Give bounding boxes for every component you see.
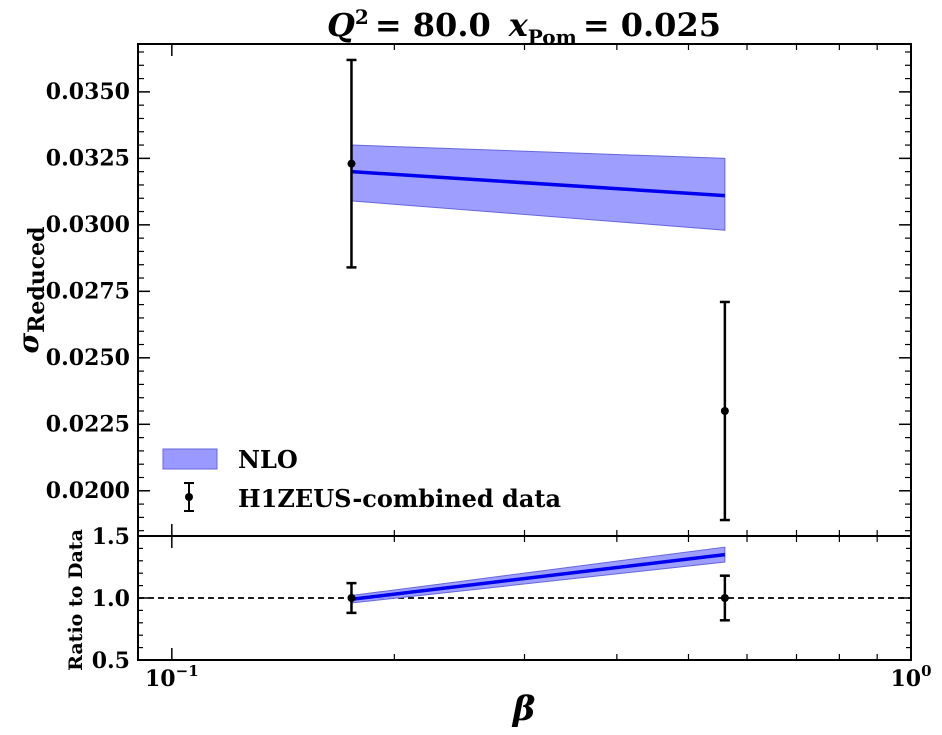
main-ytick-label: 0.0350 <box>46 79 130 105</box>
legend: NLO H1ZEUS-combined data <box>162 445 561 513</box>
main-panel: 0.0200 0.0225 0.0250 0.0275 0.0300 0.0325 0.03… <box>46 43 912 537</box>
main-ytick-label: 0.0200 <box>46 478 130 504</box>
nlo-band <box>350 144 726 231</box>
main-ytick-label: 0.0275 <box>46 278 130 304</box>
ratio-xtick-label: 100 <box>890 662 931 692</box>
xtick-exponent: −1 <box>176 662 199 680</box>
legend-nlo-label: NLO <box>238 445 298 474</box>
main-ylabel: σReduced <box>12 226 50 353</box>
legend-nlo-swatch <box>162 448 218 470</box>
main-ytick-label: 0.0325 <box>46 145 130 171</box>
ratio-ytick-label: 1.0 <box>92 586 130 612</box>
xlabel: β <box>511 689 536 729</box>
ratio-ytick-label: 1.5 <box>92 524 130 550</box>
main-ytick-label: 0.0250 <box>46 345 130 371</box>
ratio-frame <box>137 535 912 661</box>
main-ytick-label: 0.0225 <box>46 411 130 437</box>
ratio-nlo-band <box>350 546 726 604</box>
title-q2-label: Q <box>327 6 355 44</box>
ratio-ylabel: Ratio to Data <box>65 529 87 671</box>
title-xpom-sub: Pom <box>528 25 577 49</box>
ylabel-sigma: σ <box>12 333 45 354</box>
main-ytick-label: 0.0300 <box>46 212 130 238</box>
data-point <box>347 159 356 168</box>
title-xpom-label: x <box>508 6 529 44</box>
chart-title: Q2 = 80.0 xPom = 0.025 <box>327 5 721 49</box>
xtick-base: 10 <box>890 666 921 692</box>
data-point <box>720 407 729 416</box>
legend-data-label: H1ZEUS-combined data <box>238 484 561 513</box>
ylabel-sub: Reduced <box>24 226 50 332</box>
ratio-xtick-label: 10−1 <box>145 662 199 692</box>
xtick-exponent: 0 <box>921 662 931 680</box>
ratio-data-point <box>347 594 356 602</box>
ratio-data-point <box>720 594 729 602</box>
title-q2-sup: 2 <box>355 5 369 29</box>
ratio-panel: 0.51.01.510−1 100 <box>92 524 932 692</box>
title-q2-value: = 80.0 <box>375 6 491 44</box>
legend-data-marker <box>185 493 193 501</box>
nlo-line <box>351 169 725 198</box>
ratio-nlo-line <box>351 552 726 601</box>
xtick-base: 10 <box>145 666 176 692</box>
ratio-ytick-label: 0.5 <box>92 648 130 674</box>
title-xpom-value: = 0.025 <box>583 6 721 44</box>
